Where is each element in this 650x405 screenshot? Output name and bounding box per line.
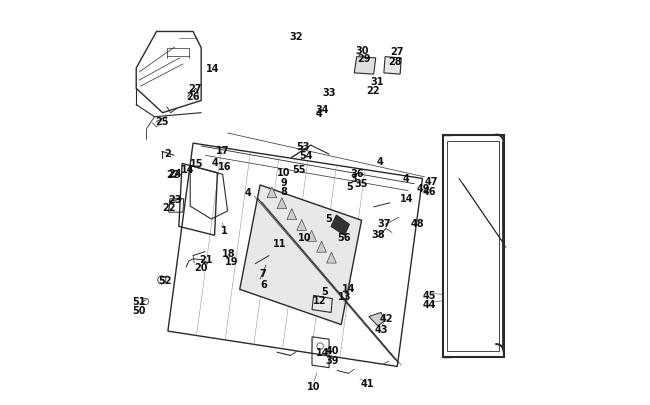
Polygon shape — [240, 185, 361, 325]
Text: 55: 55 — [292, 164, 306, 174]
Text: 14: 14 — [400, 194, 413, 203]
Text: 4: 4 — [211, 158, 218, 168]
Text: 4: 4 — [377, 157, 384, 167]
Text: 29: 29 — [358, 54, 370, 64]
Text: 5: 5 — [321, 287, 328, 296]
Polygon shape — [277, 198, 287, 209]
Text: 25: 25 — [155, 117, 168, 126]
Text: 42: 42 — [380, 313, 393, 323]
Polygon shape — [354, 58, 376, 75]
Text: 15: 15 — [190, 159, 204, 169]
Text: 52: 52 — [158, 275, 172, 285]
Text: 21: 21 — [200, 254, 213, 264]
Text: 35: 35 — [354, 178, 367, 188]
Text: 31: 31 — [370, 77, 383, 87]
Polygon shape — [267, 188, 277, 198]
Text: 27: 27 — [391, 47, 404, 57]
Text: 7: 7 — [259, 269, 266, 278]
Text: 19: 19 — [226, 256, 239, 266]
Text: 54: 54 — [299, 151, 312, 161]
Text: 5: 5 — [346, 181, 353, 191]
Text: 45: 45 — [423, 290, 437, 300]
Text: 10: 10 — [277, 167, 291, 177]
Text: 8: 8 — [280, 186, 287, 196]
Text: 14: 14 — [206, 64, 220, 74]
Text: 56: 56 — [338, 232, 351, 242]
Text: 17: 17 — [216, 146, 229, 156]
Text: 4: 4 — [403, 173, 410, 183]
Text: 50: 50 — [133, 305, 146, 315]
Text: 48: 48 — [411, 219, 424, 228]
Text: 28: 28 — [388, 57, 402, 66]
Text: 40: 40 — [326, 345, 339, 355]
Text: 27: 27 — [188, 83, 202, 93]
Text: 46: 46 — [423, 186, 437, 196]
Text: 2: 2 — [164, 149, 171, 159]
Text: 14: 14 — [181, 164, 194, 174]
Polygon shape — [384, 58, 401, 75]
Text: 6: 6 — [260, 279, 266, 289]
Text: 10: 10 — [298, 232, 311, 242]
Text: 3: 3 — [350, 173, 357, 183]
Text: 20: 20 — [194, 262, 208, 272]
Text: 33: 33 — [322, 88, 336, 98]
Polygon shape — [287, 209, 296, 220]
Text: 12: 12 — [313, 296, 327, 305]
Text: 23: 23 — [168, 194, 181, 204]
Text: 37: 37 — [377, 219, 391, 228]
Polygon shape — [317, 242, 326, 253]
Text: 4: 4 — [244, 188, 252, 197]
Text: 10: 10 — [307, 381, 320, 390]
Text: 22: 22 — [162, 202, 176, 212]
Text: 32: 32 — [290, 32, 304, 41]
Text: 41: 41 — [361, 378, 374, 388]
Text: 38: 38 — [371, 230, 385, 240]
Text: 36: 36 — [351, 168, 364, 178]
Polygon shape — [326, 252, 336, 263]
Text: 47: 47 — [424, 177, 438, 186]
Text: 14: 14 — [342, 284, 356, 293]
Text: 24: 24 — [168, 168, 181, 178]
Text: 11: 11 — [273, 239, 286, 249]
Text: 34: 34 — [315, 104, 328, 114]
Text: 1: 1 — [221, 226, 228, 236]
Text: 26: 26 — [187, 92, 200, 101]
Text: 53: 53 — [296, 142, 310, 151]
Text: 4: 4 — [315, 109, 322, 118]
Polygon shape — [331, 215, 349, 236]
Text: 16: 16 — [218, 162, 232, 172]
Text: 5: 5 — [326, 214, 332, 224]
Text: 14: 14 — [316, 347, 330, 357]
Text: 49: 49 — [417, 183, 430, 193]
Polygon shape — [369, 313, 385, 326]
Text: 39: 39 — [326, 355, 339, 364]
Text: 13: 13 — [338, 292, 351, 301]
Text: 44: 44 — [423, 300, 437, 309]
Text: 43: 43 — [374, 324, 388, 334]
Text: 51: 51 — [133, 297, 146, 307]
Polygon shape — [307, 231, 317, 242]
Text: 18: 18 — [222, 248, 235, 258]
Text: 9: 9 — [280, 177, 287, 187]
Text: 30: 30 — [356, 46, 369, 55]
Text: 22: 22 — [166, 170, 179, 180]
Text: 22: 22 — [366, 86, 380, 96]
Polygon shape — [297, 220, 307, 231]
